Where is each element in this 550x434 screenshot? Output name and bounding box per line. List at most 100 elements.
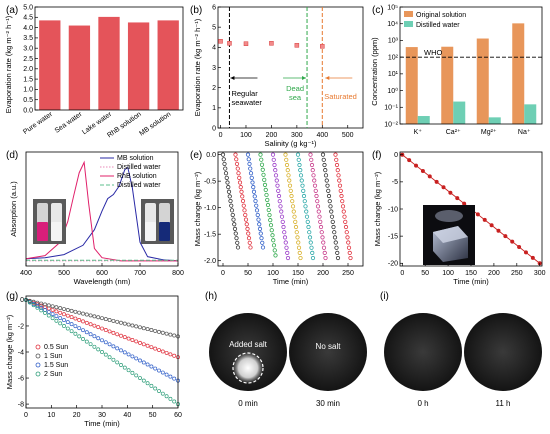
mass-point-cycle — [327, 199, 332, 204]
mass-point-3 — [46, 310, 51, 314]
panel-f-ytick-label: -15 — [388, 233, 398, 240]
mass-point-3 — [160, 370, 165, 375]
mass-point-cycle — [309, 245, 314, 250]
panel-b-ytick-label: 3 — [212, 65, 216, 72]
mass-point-cycle — [233, 152, 238, 157]
mass-point-cycle — [243, 217, 249, 222]
mass-point-cycle — [248, 171, 254, 176]
mass-point — [434, 179, 439, 184]
panel-a-ytick-label: 5.0 — [23, 4, 33, 11]
mass-point-2 — [172, 333, 177, 338]
panel-f-xtick-label: 250 — [511, 270, 523, 277]
mass-point-cycle — [284, 162, 290, 168]
legend-label-g: 1.5 Sun — [44, 362, 68, 369]
mass-point-2 — [84, 312, 89, 317]
mass-point-1 — [153, 346, 158, 351]
mass-point-3 — [84, 330, 89, 335]
mass-point-2 — [54, 305, 59, 310]
mass-point-2 — [103, 317, 108, 322]
no-salt-label: No salt — [316, 342, 342, 351]
photo-i-right-caption: 11 h — [496, 399, 511, 408]
mass-point — [448, 190, 453, 195]
mass-point-cycle — [322, 250, 327, 255]
bar-original-solution — [441, 46, 454, 124]
mass-point-cycle — [262, 177, 267, 182]
mass-point — [523, 250, 528, 255]
panel-d-xlabel: Wavelength (nm) — [74, 277, 131, 286]
annotation-seawater-1: Regular — [231, 89, 258, 98]
panel-c-ytick-label: 10⁴ — [387, 21, 398, 28]
mass-point-3 — [138, 358, 142, 363]
mass-point-cycle — [306, 224, 311, 230]
mass-point-2 — [92, 314, 97, 319]
mass-point-cycle — [320, 152, 326, 157]
mass-point-2 — [107, 318, 112, 322]
panel-label-h: (h) — [205, 291, 217, 302]
panel-e-xtick-label: 150 — [292, 270, 304, 277]
mass-point-cycle — [334, 162, 340, 168]
mass-point-cycle — [315, 204, 321, 209]
mass-point-4 — [84, 339, 89, 344]
panel-f-ytick-label: -5 — [392, 179, 398, 186]
mass-point-2 — [88, 313, 93, 318]
panel-e-xtick-label: 200 — [317, 270, 329, 277]
mass-point-cycle — [273, 253, 278, 258]
ion-category-label: Mg²⁺ — [481, 129, 497, 136]
mass-point-cycle — [334, 157, 339, 162]
panel-e-xlabel: Time (min) — [273, 277, 309, 286]
mass-point-cycle — [286, 173, 291, 178]
mass-point-cycle — [321, 157, 326, 162]
mass-point-4 — [96, 347, 101, 352]
mass-point-cycle — [292, 214, 297, 219]
panel-d-xtick-label: 600 — [96, 270, 108, 277]
panel-f-xtick-label: 0 — [400, 270, 404, 277]
mass-point-cycle — [278, 204, 283, 209]
mass-point-cycle — [232, 226, 238, 231]
mass-point-4 — [31, 303, 36, 308]
mass-point-cycle — [320, 235, 325, 240]
mass-point-2 — [164, 331, 169, 336]
arrow-saturated-head — [325, 76, 330, 80]
bar-distilled-water — [453, 101, 466, 124]
mass-point-cycle — [241, 203, 246, 208]
annotation-seawater-2: seawater — [231, 98, 262, 107]
panel-b-xtick-label: 0 — [219, 132, 223, 139]
mass-point-cycle — [290, 204, 296, 209]
mass-point-cycle — [289, 193, 294, 199]
mass-point-1 — [160, 349, 165, 354]
panel-c-ytick-label: 10¹ — [388, 71, 399, 78]
mass-point-3 — [141, 360, 146, 365]
mass-point-cycle — [263, 187, 268, 193]
legend-marker-g — [35, 371, 41, 377]
mass-point-cycle — [338, 188, 343, 193]
mass-point — [414, 163, 419, 168]
mass-point-cycle — [230, 212, 235, 218]
mass-point-3 — [126, 352, 131, 357]
mass-point-cycle — [268, 218, 273, 223]
mass-point-cycle — [307, 235, 313, 240]
mass-point-1 — [92, 323, 97, 328]
mass-point-1 — [157, 348, 161, 352]
added-salt-label: Added salt — [229, 340, 268, 349]
mass-point-1 — [46, 306, 51, 311]
panel-a-ytick-label: 0.5 — [23, 97, 33, 104]
panel-g-xtick-label: 60 — [174, 412, 182, 419]
mass-point-cycle — [303, 204, 308, 209]
mass-point-2 — [168, 332, 173, 337]
panel-a-ytick-label: 1.0 — [23, 87, 33, 94]
legend-label-distilled: Distilled water — [416, 22, 460, 29]
mass-point-cycle — [332, 235, 338, 240]
annotation-deadsea-1: Dead — [286, 84, 304, 93]
mass-point — [441, 185, 446, 190]
mass-point-cycle — [282, 230, 287, 235]
category-label-a: Pure water — [22, 111, 54, 137]
mass-point-cycle — [285, 168, 290, 173]
mass-point-cycle — [323, 173, 329, 178]
mass-point-cycle — [234, 236, 239, 241]
panel-e-ytick-label: 0.0 — [206, 152, 216, 159]
mass-point-cycle — [256, 217, 261, 222]
mass-point-3 — [73, 324, 78, 329]
mass-point-3 — [157, 368, 161, 373]
mass-point-cycle — [244, 222, 249, 227]
